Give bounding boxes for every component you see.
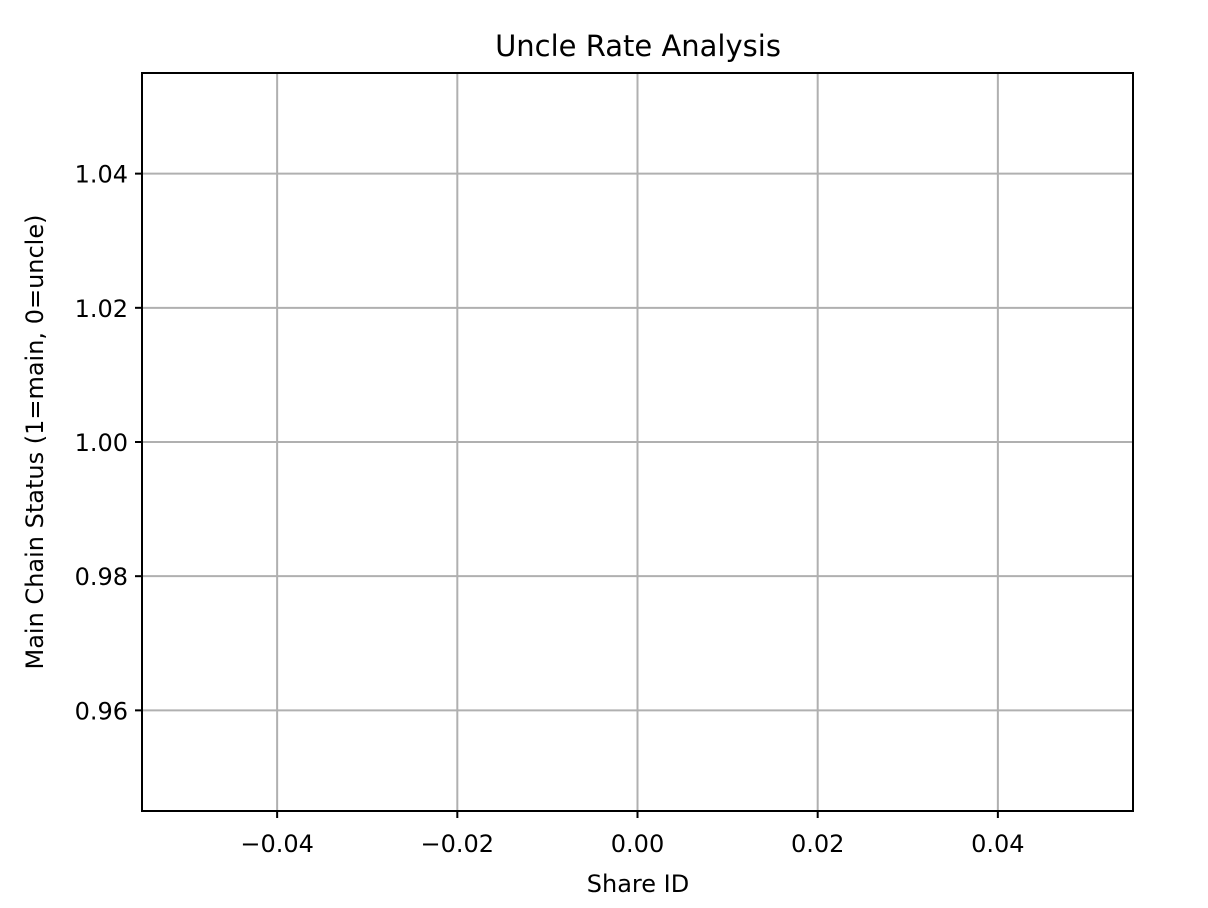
chart-title: Uncle Rate Analysis xyxy=(495,29,781,63)
tick-layer: −0.04 −0.02 0.00 0.02 0.04 0.96 0.98 1.00 1.02 1.… xyxy=(75,161,1025,858)
y-tick-label: 1.00 xyxy=(75,429,128,457)
x-tick-label: 0.04 xyxy=(971,830,1024,858)
x-axis-label: Share ID xyxy=(587,870,689,898)
x-tick-label: 0.02 xyxy=(791,830,844,858)
y-tick-label: 1.04 xyxy=(75,161,128,189)
y-axis-label: Main Chain Status (1=main, 0=uncle) xyxy=(21,215,49,670)
y-tick-label: 1.02 xyxy=(75,295,128,323)
x-tick-label: −0.04 xyxy=(240,830,314,858)
plot-area-frame xyxy=(141,72,1134,812)
x-tick-label: 0.00 xyxy=(611,830,664,858)
y-tick-label: 0.98 xyxy=(75,563,128,591)
grid-layer xyxy=(142,73,1133,811)
y-tick-label: 0.96 xyxy=(75,697,128,725)
x-tick-label: −0.02 xyxy=(421,830,495,858)
